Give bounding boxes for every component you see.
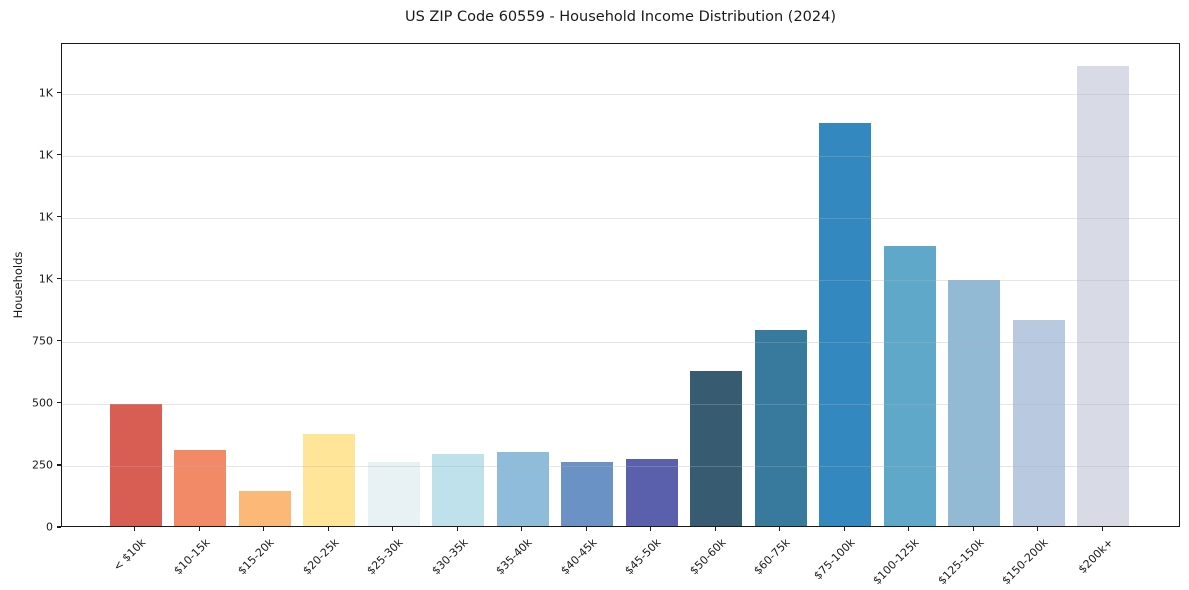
bar-75-100k (819, 123, 872, 526)
bar-20-25k (303, 433, 356, 526)
y-gridline (62, 465, 1179, 467)
y-tick-mark (57, 216, 61, 218)
x-tick-label: $75-100k (811, 536, 858, 583)
bar-60-75k (754, 329, 807, 526)
x-tick-mark (198, 527, 200, 531)
x-tick-mark (585, 527, 587, 531)
y-gridline (62, 217, 1179, 219)
bar-40-45k (561, 462, 614, 526)
bar-25-30k (367, 461, 420, 526)
y-tick-mark (57, 154, 61, 156)
x-tick-label: $20-25k (300, 536, 342, 578)
y-tick-label: 750 (32, 334, 53, 348)
x-tick-label: $15-20k (235, 536, 277, 578)
bar-200k (1077, 66, 1130, 526)
x-tick-label: $30-35k (429, 536, 471, 578)
bar-35-40k (496, 451, 549, 526)
y-tick-label: 1K (38, 148, 53, 162)
x-tick-mark (327, 527, 329, 531)
y-tick-mark (57, 340, 61, 342)
y-tick-label: 1K (38, 86, 53, 100)
y-tick-label: 1K (38, 210, 53, 224)
x-tick-label: $200k+ (1075, 536, 1116, 577)
x-tick-mark (263, 527, 265, 531)
bar-45-50k (625, 458, 678, 526)
bar-125-150k (948, 279, 1001, 526)
y-tick-mark (57, 464, 61, 466)
x-tick-mark (843, 527, 845, 531)
plot-area (61, 43, 1180, 527)
x-tick-mark (972, 527, 974, 531)
x-tick-mark (456, 527, 458, 531)
x-tick-label: $125-150k (935, 536, 987, 588)
x-tick-mark (392, 527, 394, 531)
y-gridline (62, 155, 1179, 157)
chart-title: US ZIP Code 60559 - Household Income Dis… (404, 9, 837, 25)
x-tick-mark (134, 527, 136, 531)
y-gridline (62, 279, 1179, 281)
bar-15-20k (238, 490, 291, 526)
y-tick-label: 250 (32, 458, 53, 472)
x-tick-label: $50-60k (687, 536, 729, 578)
x-tick-mark (714, 527, 716, 531)
y-gridline (62, 341, 1179, 343)
x-tick-label: $60-75k (751, 536, 793, 578)
y-tick-mark (57, 278, 61, 280)
x-tick-label: $150-200k (999, 536, 1051, 588)
y-tick-mark (57, 402, 61, 404)
y-gridline (62, 93, 1179, 95)
bar-100-125k (883, 245, 936, 526)
x-tick-mark (908, 527, 910, 531)
x-tick-label: $100-125k (870, 536, 922, 588)
y-gridline (62, 403, 1179, 405)
x-tick-mark (1101, 527, 1103, 531)
x-tick-mark (650, 527, 652, 531)
bar-50-60k (690, 371, 743, 526)
y-tick-mark (57, 92, 61, 94)
y-tick-label: 1K (38, 272, 53, 286)
x-tick-mark (779, 527, 781, 531)
x-tick-label: $10-15k (171, 536, 213, 578)
x-tick-mark (1037, 527, 1039, 531)
y-tick-label: 500 (32, 396, 53, 410)
x-tick-label: $25-30k (364, 536, 406, 578)
x-tick-mark (521, 527, 523, 531)
bar-10-15k (174, 449, 227, 526)
x-tick-label: $35-40k (493, 536, 535, 578)
bar-10k (109, 404, 162, 526)
x-tick-label: < $10k (110, 536, 148, 574)
bar-30-35k (432, 453, 485, 526)
bar-150-200k (1012, 319, 1065, 526)
y-tick-label: 0 (46, 520, 53, 534)
y-tick-mark (57, 526, 61, 528)
x-tick-label: $45-50k (622, 536, 664, 578)
x-tick-label: $40-45k (558, 536, 600, 578)
